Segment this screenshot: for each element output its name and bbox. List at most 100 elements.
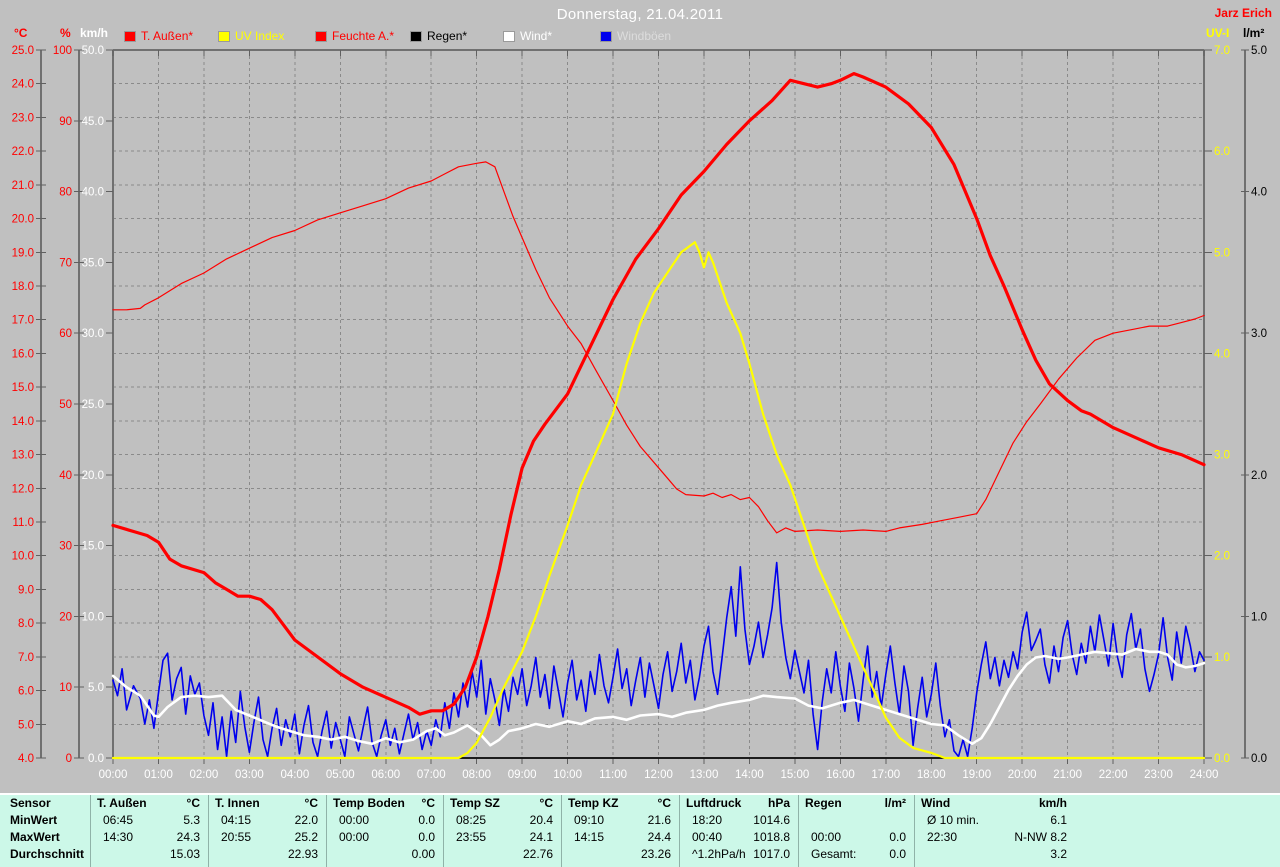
table-col-luftdruck: Luftdruck hPa 18:20 1014.6 00:40 1018.8 ^1.2hP… xyxy=(679,795,798,867)
col-header-temp-sz: Temp SZ °C xyxy=(444,795,561,812)
axis-unit-liters-sqm: l/m² xyxy=(1243,26,1265,40)
axis-celsius-ticks: 25.0 24.0 23.0 22.0 21.0 20.0 19.0 18.0 17.0 16.0… xyxy=(12,45,46,765)
t-au-en-min-time: 06:45 xyxy=(103,813,134,827)
regen-max-value: 0.0 xyxy=(889,830,906,844)
svg-text:17:00: 17:00 xyxy=(871,769,900,781)
svg-text:11.0: 11.0 xyxy=(12,517,34,529)
luftdruck-max-row: 00:40 1018.8 xyxy=(680,829,798,846)
chart-plot[interactable]: 25.0 24.0 23.0 22.0 21.0 20.0 19.0 18.0 17.0 16.0… xyxy=(0,0,1280,795)
table-col-temp-kz: Temp KZ °C 09:10 21.6 14:15 24.4 23.26 xyxy=(561,795,679,867)
svg-text:8.0: 8.0 xyxy=(18,618,34,630)
axis-unit-kmh: km/h xyxy=(80,26,109,40)
wind-min-row: Ø 10 min. 6.1 xyxy=(915,812,1075,829)
col-name: Luftdruck xyxy=(686,796,742,810)
svg-text:0.0: 0.0 xyxy=(1251,753,1267,765)
svg-text:08:00: 08:00 xyxy=(462,769,491,781)
legend-label: Feuchte A.* xyxy=(332,29,395,43)
temp-boden-max-time: 00:00 xyxy=(339,830,370,844)
luftdruck-avg-value: 1017.0 xyxy=(753,847,790,861)
table-col-regen: Regen l/m² 00:00 0.0 Gesamt: 0.0 xyxy=(798,795,914,867)
t-innen-avg-row: 22.93 xyxy=(209,846,326,863)
col-header-temp-boden: Temp Boden °C xyxy=(327,795,443,812)
svg-text:0.0: 0.0 xyxy=(88,753,104,765)
series-feuchte-a--line xyxy=(112,161,1205,534)
temp-sz-max-value: 24.1 xyxy=(529,830,553,844)
svg-text:07:00: 07:00 xyxy=(417,769,446,781)
svg-text:09:00: 09:00 xyxy=(508,769,537,781)
svg-text:40: 40 xyxy=(59,470,72,482)
legend-item-0: T. Außen* xyxy=(124,29,193,43)
svg-text:20.0: 20.0 xyxy=(82,470,104,482)
svg-text:00:00: 00:00 xyxy=(99,769,128,781)
col-header-regen: Regen l/m² xyxy=(799,795,914,812)
legend-label: Wind* xyxy=(520,29,553,43)
temp-boden-avg-row: 0.00 xyxy=(327,846,443,863)
svg-text:22.0: 22.0 xyxy=(12,146,34,158)
t-innen-min-value: 22.0 xyxy=(294,813,318,827)
row-label-1: MinWert xyxy=(4,812,89,829)
legend-swatch xyxy=(503,30,515,42)
col-unit: l/m² xyxy=(884,796,906,810)
svg-text:18.0: 18.0 xyxy=(12,281,34,293)
col-unit: °C xyxy=(539,796,553,810)
svg-text:23.0: 23.0 xyxy=(12,112,34,124)
svg-text:0: 0 xyxy=(66,753,72,765)
regen-max-time: 00:00 xyxy=(811,830,842,844)
svg-text:05:00: 05:00 xyxy=(326,769,355,781)
col-name: Temp Boden xyxy=(333,796,405,810)
svg-text:0.0: 0.0 xyxy=(1214,753,1230,765)
temp-boden-avg-value: 0.00 xyxy=(411,847,435,861)
svg-text:3.0: 3.0 xyxy=(1251,328,1267,340)
luftdruck-avg-row: ^1.2hPa/h 1017.0 xyxy=(680,846,798,863)
wind-avg-row: 3.2 xyxy=(915,846,1075,863)
temp-boden-min-time: 00:00 xyxy=(339,813,370,827)
temp-kz-max-time: 14:15 xyxy=(574,830,605,844)
svg-text:1.0: 1.0 xyxy=(1214,652,1230,664)
temp-kz-max-row: 14:15 24.4 xyxy=(562,829,679,846)
svg-text:19:00: 19:00 xyxy=(962,769,991,781)
wind-max-value: N-NW 8.2 xyxy=(1014,830,1067,844)
svg-text:25.0: 25.0 xyxy=(82,399,104,411)
legend-label: Regen* xyxy=(427,29,468,43)
legend-item-4: Wind* xyxy=(503,29,552,43)
col-header-luftdruck: Luftdruck hPa xyxy=(680,795,798,812)
svg-text:5.0: 5.0 xyxy=(88,682,104,694)
legend-swatch xyxy=(315,30,327,42)
svg-text:15.0: 15.0 xyxy=(82,541,104,553)
svg-text:40.0: 40.0 xyxy=(82,187,104,199)
table-row-labels: Sensor MinWert MaxWert Durchschnitt xyxy=(4,795,89,867)
svg-text:16.0: 16.0 xyxy=(12,348,34,360)
table-col-t-innen: T. Innen °C 04:15 22.0 20:55 25.2 22.93 xyxy=(208,795,326,867)
legend-swatch xyxy=(124,30,136,42)
svg-text:16:00: 16:00 xyxy=(826,769,855,781)
svg-text:10.0: 10.0 xyxy=(12,551,34,563)
series-wind-line xyxy=(111,647,1206,747)
svg-text:20:00: 20:00 xyxy=(1008,769,1037,781)
col-header-wind: Wind km/h xyxy=(915,795,1075,812)
wind-min-value: 6.1 xyxy=(1050,813,1067,827)
svg-text:10: 10 xyxy=(59,682,72,694)
t-au-en-avg-value: 15.03 xyxy=(169,847,200,861)
svg-text:24:00: 24:00 xyxy=(1190,769,1219,781)
axis-unit-uv-index: UV-I xyxy=(1206,26,1230,40)
svg-text:14.0: 14.0 xyxy=(12,416,34,428)
svg-text:6.0: 6.0 xyxy=(18,686,34,698)
temp-kz-min-row: 09:10 21.6 xyxy=(562,812,679,829)
svg-text:90: 90 xyxy=(59,116,72,128)
svg-text:80: 80 xyxy=(59,187,72,199)
col-unit: hPa xyxy=(767,796,790,810)
svg-text:24.0: 24.0 xyxy=(12,79,34,91)
svg-text:20: 20 xyxy=(59,611,72,623)
table-col-t-au-en: T. Außen °C 06:45 5.3 14:30 24.3 15.03 xyxy=(90,795,208,867)
row-label-text: MinWert xyxy=(10,813,58,827)
legend-item-5: Windböen xyxy=(600,29,671,43)
svg-text:13.0: 13.0 xyxy=(12,450,34,462)
t-au-en-max-value: 24.3 xyxy=(176,830,200,844)
svg-text:01:00: 01:00 xyxy=(144,769,173,781)
luftdruck-max-time: 00:40 xyxy=(692,830,723,844)
legend-swatch xyxy=(410,30,422,42)
temp-boden-min-value: 0.0 xyxy=(418,813,435,827)
page-title: Donnerstag, 21.04.2011 xyxy=(556,6,724,23)
col-unit: °C xyxy=(304,796,318,810)
